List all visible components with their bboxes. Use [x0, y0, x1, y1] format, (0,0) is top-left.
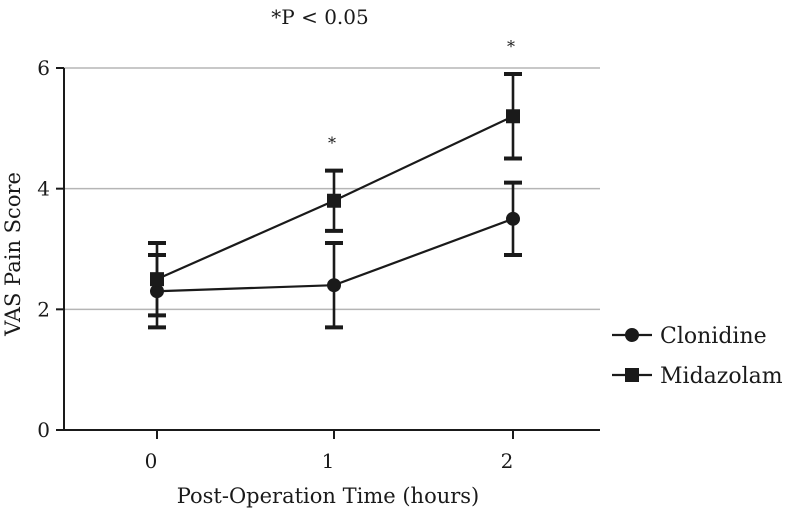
- significance-marks: **: [328, 37, 515, 153]
- data-point-square: [327, 193, 341, 208]
- axes: [63, 68, 600, 431]
- legend-item-clonidine: Clonidine: [612, 324, 767, 349]
- y-axis-title: VAS Pain Score: [1, 172, 25, 337]
- series-midazolam: [148, 72, 522, 318]
- data-point-circle: [506, 211, 520, 226]
- significance-asterisk: *: [328, 134, 336, 153]
- gridlines: [64, 67, 600, 311]
- y-tick-label: 2: [37, 297, 50, 321]
- data-point-square: [506, 109, 520, 124]
- significance-asterisk: *: [507, 37, 515, 56]
- legend-marker-circle: [625, 328, 639, 342]
- legend-marker-square: [625, 368, 639, 382]
- legend-label: Clonidine: [660, 324, 767, 349]
- x-axis-title: Post-Operation Time (hours): [177, 484, 480, 508]
- x-tick-label: 0: [145, 449, 158, 473]
- data-point-circle: [327, 278, 341, 293]
- legend-item-midazolam: Midazolam: [612, 364, 783, 389]
- series-layer: [148, 72, 522, 330]
- y-tick-label: 4: [37, 177, 50, 201]
- legend-label: Midazolam: [660, 364, 783, 389]
- legend: Clonidine Midazolam: [612, 324, 783, 389]
- y-tick-label: 6: [37, 56, 50, 80]
- x-tick-label: 1: [322, 449, 335, 473]
- ticks: 0 2 4 6 0 1 2: [37, 56, 514, 473]
- significance-note: *P < 0.05: [271, 5, 368, 29]
- x-tick-label: 2: [501, 449, 514, 473]
- y-tick-label: 0: [37, 418, 50, 442]
- data-point-square: [150, 272, 164, 287]
